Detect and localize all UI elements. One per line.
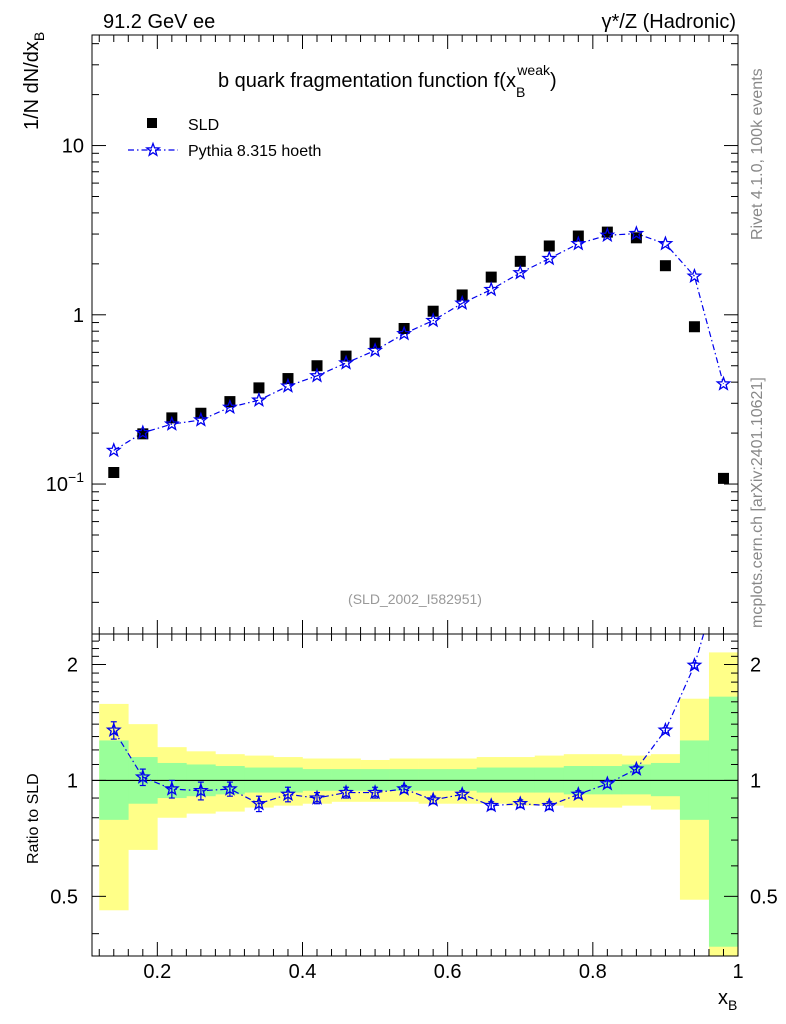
sld-data-point xyxy=(543,240,555,252)
sld-data-point xyxy=(137,428,149,440)
main-panel: 10 1 10−1 b quark fragmentation function f… xyxy=(21,32,739,635)
main-y-tick-label: 1 xyxy=(73,305,84,327)
ratio-pythia-point xyxy=(192,782,209,798)
main-title-sup: weak xyxy=(516,62,551,78)
pythia-point xyxy=(163,415,180,431)
ratio-y-tick-label-right: 1 xyxy=(750,770,761,792)
uncertainty-band-bin xyxy=(650,762,681,797)
pythia-point xyxy=(396,325,413,341)
ratio-pythia-line xyxy=(113,634,705,807)
pythia-point xyxy=(367,342,384,358)
x-tick-label: 0.4 xyxy=(289,961,317,983)
legend-sld-label: SLD xyxy=(188,117,219,134)
sld-data-point xyxy=(601,226,613,238)
ratio-pythia-point xyxy=(425,791,442,807)
ratio-pythia-point xyxy=(338,784,355,800)
ratio-frame xyxy=(91,633,739,957)
main-title-sub: B xyxy=(516,84,525,100)
main-title-close: ) xyxy=(550,70,557,92)
process-label: γ*/Z (Hadronic) xyxy=(602,11,736,33)
pythia-point xyxy=(483,281,500,297)
x-axis-label: xB xyxy=(718,987,737,1013)
pythia-point xyxy=(309,367,325,383)
pythia-point xyxy=(425,312,442,328)
legend: SLD Pythia 8.315 hoeth xyxy=(128,117,321,160)
sld-data-point xyxy=(688,321,700,333)
sld-data-point xyxy=(253,382,265,394)
ratio-pythia-point xyxy=(454,785,471,802)
ratio-pythia-point xyxy=(105,721,122,738)
ratio-y-tick-label-right: 0.5 xyxy=(750,886,778,908)
sld-data-point xyxy=(630,232,642,244)
x-tick-label: 0.2 xyxy=(143,961,171,983)
ratio-pythia-point xyxy=(163,780,180,796)
pythia-point xyxy=(105,442,122,458)
main-title-text: b quark fragmentation function f(x xyxy=(218,70,516,92)
ratio-pythia-point xyxy=(512,795,529,811)
main-y-tick-label: 10 xyxy=(62,136,84,158)
pythia-point xyxy=(657,235,674,251)
pythia-point xyxy=(454,294,471,311)
uncertainty-band-bin xyxy=(708,696,738,947)
pythia-point xyxy=(250,391,267,407)
pythia-point xyxy=(512,264,529,280)
sld-data-point xyxy=(717,472,729,484)
legend-pythia-marker xyxy=(145,141,161,157)
pythia-point xyxy=(280,377,296,393)
ratio-pythia-point xyxy=(221,780,238,796)
main-title: b quark fragmentation function f(xBweak) xyxy=(218,62,557,100)
ratio-pythia-point xyxy=(686,656,703,673)
main-y-tick-label: 10−1 xyxy=(46,469,84,496)
ratio-pythia-point xyxy=(599,775,616,791)
ratio-pythia-point xyxy=(483,797,500,813)
x-tick-label: 0.8 xyxy=(579,961,607,983)
ratio-pythia-point xyxy=(309,789,325,805)
analysis-id: (SLD_2002_I582951) xyxy=(348,591,482,607)
sld-data-point xyxy=(514,255,526,267)
pythia-point xyxy=(628,225,645,241)
sld-data-point xyxy=(311,360,323,372)
ratio-panel: 0.5 0.5 1 1 2 2 0.2 0.4 0.6 0.8 1 Ratio to SLD xB xyxy=(25,633,778,1013)
pythia-point xyxy=(221,398,238,415)
sld-data-point xyxy=(659,260,671,272)
pythia-point xyxy=(599,226,616,243)
sld-data-point xyxy=(485,271,497,283)
main-y-axis-label: 1/N dN/dxB xyxy=(21,32,47,130)
ratio-pythia-point xyxy=(628,760,645,776)
ratio-y-tick-label-left: 0.5 xyxy=(50,886,78,908)
pythia-line xyxy=(113,232,725,451)
pythia-point xyxy=(134,424,151,440)
ratio-y-tick-label-right: 2 xyxy=(750,654,761,676)
ratio-y-axis-label: Ratio to SLD xyxy=(25,773,42,864)
ratio-pythia-point xyxy=(570,785,587,802)
ratio-pythia-point xyxy=(250,795,267,811)
ratio-pythia-point xyxy=(367,784,384,800)
sld-data-point xyxy=(427,305,439,317)
source-label: mcplots.cern.ch [arXiv:2401.10621] xyxy=(749,377,766,628)
ratio-pythia-point xyxy=(396,780,413,796)
x-tick-label: 1 xyxy=(732,961,743,983)
ratio-pythia-point xyxy=(134,768,151,784)
pythia-point xyxy=(570,235,587,251)
ratio-y-tick-label-left: 1 xyxy=(67,770,78,792)
legend-sld-marker xyxy=(147,118,157,128)
ratio-pythia-point xyxy=(657,721,674,738)
pythia-point xyxy=(686,267,703,284)
energy-label: 91.2 GeV ee xyxy=(103,11,215,33)
ratio-pythia-point xyxy=(541,797,558,813)
pythia-point xyxy=(338,354,355,370)
ratio-pythia-point xyxy=(280,785,296,802)
ratio-y-tick-label-left: 2 xyxy=(67,654,78,676)
legend-pythia-label: Pythia 8.315 hoeth xyxy=(188,143,321,160)
sld-data-point xyxy=(108,467,120,479)
pythia-point xyxy=(715,375,732,391)
x-tick-label: 0.6 xyxy=(434,961,462,983)
rivet-label: Rivet 4.1.0, 100k events xyxy=(749,68,766,240)
pythia-point xyxy=(541,250,558,266)
pythia-point xyxy=(192,411,209,427)
